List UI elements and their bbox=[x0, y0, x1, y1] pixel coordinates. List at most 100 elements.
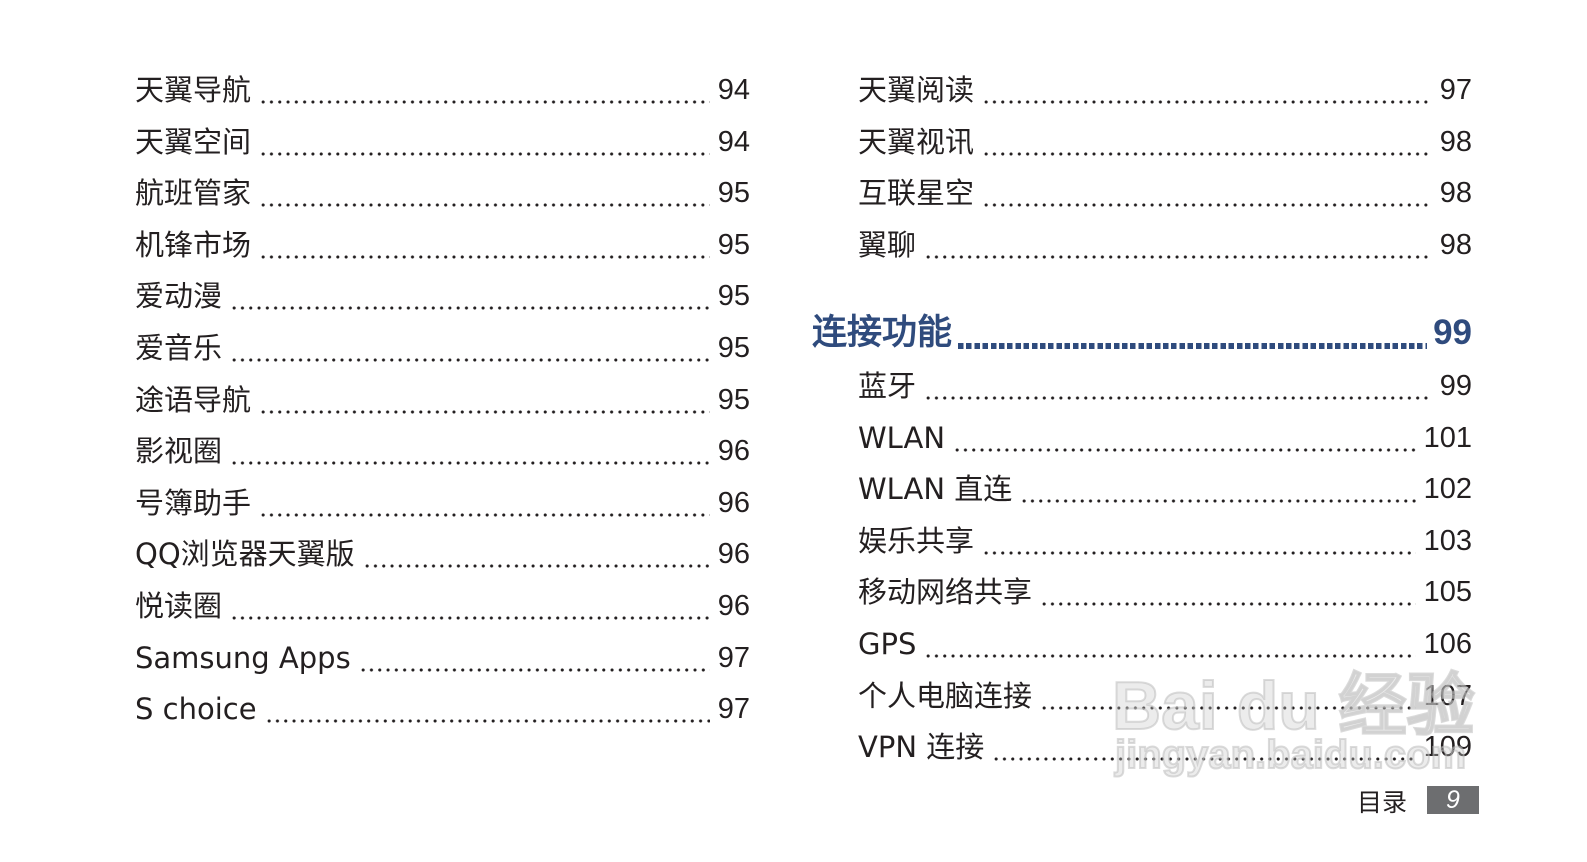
toc-entry[interactable]: 天翼导航 94 bbox=[135, 70, 750, 110]
entry-label: WLAN bbox=[858, 421, 946, 455]
entry-page: 95 bbox=[717, 384, 750, 416]
toc-entry[interactable]: 个人电脑连接 107 bbox=[858, 676, 1472, 716]
toc-entry[interactable]: 航班管家 95 bbox=[135, 173, 750, 213]
entry-page: 102 bbox=[1423, 473, 1472, 505]
entry-label: QQ浏览器天翼版 bbox=[135, 537, 355, 571]
dot-leader bbox=[982, 173, 1432, 213]
dot-leader bbox=[982, 70, 1432, 110]
toc-entry[interactable]: 途语导航 95 bbox=[135, 380, 750, 420]
dot-leader bbox=[259, 380, 710, 420]
entry-page: 98 bbox=[1439, 229, 1472, 261]
entry-page: 96 bbox=[717, 435, 750, 467]
dot-leader bbox=[259, 483, 710, 523]
dot-leader bbox=[259, 122, 710, 162]
page-number: 9 bbox=[1427, 786, 1479, 814]
entry-page: 105 bbox=[1423, 576, 1472, 608]
entry-page: 95 bbox=[717, 177, 750, 209]
entry-label: 航班管家 bbox=[135, 176, 252, 210]
dot-leader bbox=[982, 521, 1416, 561]
entry-label: WLAN 直连 bbox=[858, 472, 1013, 506]
dot-leader bbox=[958, 310, 1428, 356]
toc-entry[interactable]: 蓝牙 99 bbox=[858, 366, 1472, 406]
dot-leader bbox=[362, 534, 710, 574]
entry-label: 娱乐共享 bbox=[858, 524, 975, 558]
entry-label: VPN 连接 bbox=[858, 730, 985, 764]
entry-label: 影视圈 bbox=[135, 434, 223, 468]
entry-label: 个人电脑连接 bbox=[858, 679, 1033, 713]
entry-label: 悦读圈 bbox=[135, 589, 223, 623]
entry-page: 95 bbox=[717, 332, 750, 364]
dot-leader bbox=[230, 328, 710, 368]
dot-leader bbox=[982, 122, 1432, 162]
toc-entry[interactable]: S choice 97 bbox=[135, 689, 750, 729]
entry-page: 99 bbox=[1439, 370, 1472, 402]
entry-page: 109 bbox=[1423, 731, 1472, 763]
entry-page: 97 bbox=[1439, 74, 1472, 106]
entry-page: 94 bbox=[717, 74, 750, 106]
toc-entry[interactable]: WLAN 101 bbox=[858, 418, 1472, 458]
footer-section-label: 目录 bbox=[1357, 788, 1408, 817]
section-heading-connectivity[interactable]: 连接功能 99 bbox=[812, 310, 1472, 356]
toc-entry[interactable]: 天翼视讯 98 bbox=[858, 122, 1472, 162]
entry-page: 96 bbox=[717, 590, 750, 622]
entry-page: 103 bbox=[1423, 525, 1472, 557]
entry-label: 蓝牙 bbox=[858, 369, 917, 403]
dot-leader bbox=[1040, 572, 1416, 612]
entry-page: 95 bbox=[717, 280, 750, 312]
entry-label: 途语导航 bbox=[135, 383, 252, 417]
entry-label: S choice bbox=[135, 692, 257, 726]
section-page: 99 bbox=[1433, 313, 1472, 352]
entry-label: 爱音乐 bbox=[135, 331, 223, 365]
toc-entry[interactable]: QQ浏览器天翼版 96 bbox=[135, 534, 750, 574]
entry-label: GPS bbox=[858, 627, 917, 661]
entry-page: 101 bbox=[1423, 422, 1472, 454]
dot-leader bbox=[259, 70, 710, 110]
entry-label: 移动网络共享 bbox=[858, 575, 1033, 609]
dot-leader bbox=[259, 173, 710, 213]
toc-entry[interactable]: 悦读圈 96 bbox=[135, 586, 750, 626]
toc-entry[interactable]: VPN 连接 109 bbox=[858, 727, 1472, 767]
dot-leader bbox=[924, 366, 1432, 406]
entry-page: 106 bbox=[1423, 628, 1472, 660]
entry-label: Samsung Apps bbox=[135, 641, 351, 675]
dot-leader bbox=[264, 689, 710, 729]
toc-entry[interactable]: 移动网络共享 105 bbox=[858, 572, 1472, 612]
entry-label: 爱动漫 bbox=[135, 279, 223, 313]
toc-entry[interactable]: 号簿助手 96 bbox=[135, 483, 750, 523]
toc-entry[interactable]: 娱乐共享 103 bbox=[858, 521, 1472, 561]
entry-label: 机锋市场 bbox=[135, 228, 252, 262]
entry-label: 翼聊 bbox=[858, 228, 917, 262]
toc-entry[interactable]: GPS 106 bbox=[858, 624, 1472, 664]
entry-page: 96 bbox=[717, 487, 750, 519]
dot-leader bbox=[924, 225, 1432, 265]
toc-entry[interactable]: 翼聊 98 bbox=[858, 225, 1472, 265]
entry-label: 天翼空间 bbox=[135, 125, 252, 159]
dot-leader bbox=[1040, 676, 1416, 716]
toc-entry[interactable]: Samsung Apps 97 bbox=[135, 638, 750, 678]
toc-entry[interactable]: 爱音乐 95 bbox=[135, 328, 750, 368]
toc-entry[interactable]: WLAN 直连 102 bbox=[858, 469, 1472, 509]
dot-leader bbox=[358, 638, 710, 678]
dot-leader bbox=[1020, 469, 1416, 509]
section-title: 连接功能 bbox=[812, 313, 953, 353]
dot-leader bbox=[230, 276, 710, 316]
toc-entry[interactable]: 爱动漫 95 bbox=[135, 276, 750, 316]
entry-label: 天翼视讯 bbox=[858, 125, 975, 159]
dot-leader bbox=[230, 431, 710, 471]
dot-leader bbox=[230, 586, 710, 626]
entry-page: 98 bbox=[1439, 126, 1472, 158]
entry-label: 互联星空 bbox=[858, 176, 975, 210]
toc-entry[interactable]: 天翼空间 94 bbox=[135, 122, 750, 162]
dot-leader bbox=[924, 624, 1416, 664]
entry-page: 107 bbox=[1423, 680, 1472, 712]
toc-entry[interactable]: 天翼阅读 97 bbox=[858, 70, 1472, 110]
dot-leader bbox=[992, 727, 1416, 767]
toc-entry[interactable]: 机锋市场 95 bbox=[135, 225, 750, 265]
entry-page: 96 bbox=[717, 538, 750, 570]
entry-label: 号簿助手 bbox=[135, 486, 252, 520]
entry-page: 94 bbox=[717, 126, 750, 158]
entry-label: 天翼阅读 bbox=[858, 73, 975, 107]
toc-entry[interactable]: 影视圈 96 bbox=[135, 431, 750, 471]
dot-leader bbox=[953, 418, 1416, 458]
toc-entry[interactable]: 互联星空 98 bbox=[858, 173, 1472, 213]
